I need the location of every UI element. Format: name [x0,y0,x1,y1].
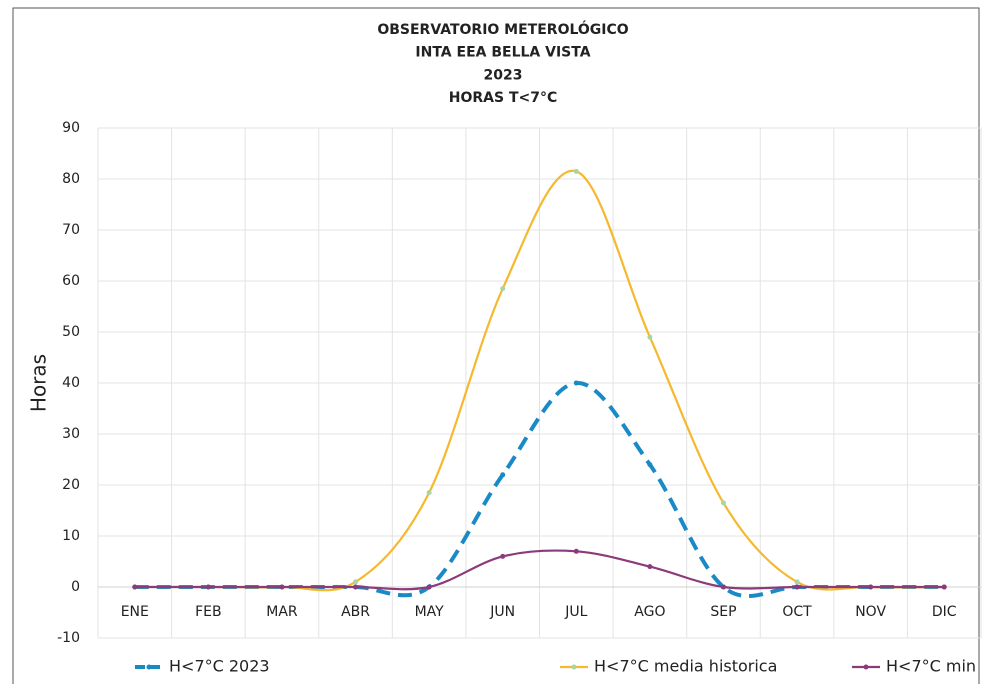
legend-label: H<7°C media historica [594,657,777,676]
data-point [426,584,432,590]
data-point [647,334,653,340]
x-tick-label: JUL [564,604,587,620]
x-tick-label: ENE [121,604,149,620]
y-tick-label: -10 [57,630,80,646]
data-point [500,553,506,559]
y-tick-label: 20 [62,477,80,493]
legend-marker [571,664,577,670]
data-point [500,472,506,478]
legend-label: H<7°C min historica [886,657,982,676]
series-line [134,549,945,591]
y-tick-label: 60 [62,273,80,289]
data-point [573,168,579,174]
x-tick-label: SEP [710,604,736,620]
y-axis-label: Horas [27,354,51,412]
chart-title: INTA EEA BELLA VISTA [415,45,590,61]
x-tick-label: OCT [782,604,812,620]
data-point [794,579,800,585]
data-point [720,500,726,506]
x-tick-label: NOV [855,604,886,620]
data-point [941,584,947,590]
data-point [426,490,432,496]
data-point [132,584,138,590]
data-point [794,584,800,590]
x-tick-label: DIC [932,604,957,620]
x-tick-label: MAY [415,604,445,620]
chart-title: OBSERVATORIO METEROLÓGICO [377,20,628,38]
legend-marker [146,664,152,670]
data-point [720,584,726,590]
chart-title: 2023 [484,67,523,83]
y-tick-label: 40 [62,375,80,391]
y-tick-label: 50 [62,324,80,340]
y-tick-label: 30 [62,426,80,442]
y-tick-label: 0 [71,579,80,595]
x-tick-label: AGO [634,604,665,620]
data-point [868,584,874,590]
data-point [647,462,653,468]
legend-marker [863,664,869,670]
data-point [573,380,579,386]
data-point [353,584,359,590]
data-point [647,564,653,570]
y-tick-label: 70 [62,222,80,238]
x-tick-label: MAR [266,604,298,620]
y-tick-label: 80 [62,171,80,187]
data-point [500,286,506,292]
data-point [279,584,285,590]
x-tick-label: FEB [195,604,222,620]
x-tick-label: ABR [341,604,370,620]
legend-label: H<7°C 2023 [169,657,270,676]
chart-title: HORAS T<7°C [449,90,558,106]
y-tick-label: 90 [62,120,80,136]
data-point [573,548,579,554]
data-point [353,579,359,585]
chart-frame [12,7,980,684]
x-tick-label: JUN [489,604,515,620]
y-tick-label: 10 [62,528,80,544]
data-point [205,584,211,590]
